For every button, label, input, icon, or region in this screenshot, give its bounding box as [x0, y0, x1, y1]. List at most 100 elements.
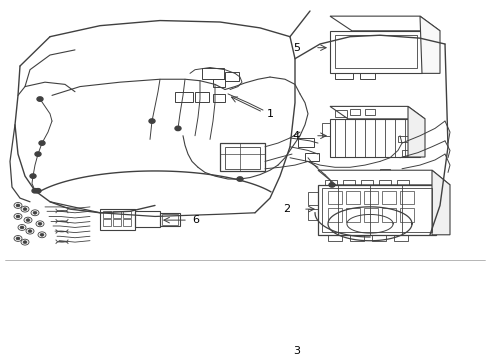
Circle shape [35, 189, 41, 193]
Bar [346, 208, 360, 222]
Bar [360, 73, 375, 79]
Bar [162, 214, 178, 225]
Circle shape [21, 206, 29, 212]
Circle shape [38, 222, 42, 225]
Bar [398, 136, 408, 141]
Bar [400, 208, 414, 222]
Circle shape [33, 211, 37, 214]
Bar [335, 73, 353, 79]
Bar [175, 92, 193, 102]
Bar [225, 72, 239, 81]
Bar [379, 180, 391, 185]
Bar [308, 192, 318, 206]
Circle shape [354, 355, 366, 360]
Circle shape [26, 219, 30, 222]
Circle shape [30, 174, 36, 178]
Circle shape [39, 141, 45, 145]
Bar [318, 185, 436, 235]
Bar [397, 180, 409, 185]
Circle shape [35, 152, 41, 156]
Polygon shape [420, 16, 440, 73]
Polygon shape [330, 107, 425, 119]
Bar [361, 180, 373, 185]
Circle shape [14, 235, 22, 242]
Bar [113, 211, 121, 218]
Circle shape [28, 230, 32, 233]
Circle shape [26, 228, 34, 234]
Bar [400, 191, 414, 204]
Bar [202, 68, 224, 79]
Circle shape [23, 208, 27, 211]
Bar [322, 123, 330, 136]
Circle shape [18, 225, 26, 230]
Bar [328, 329, 440, 360]
Circle shape [23, 241, 27, 244]
Bar [103, 219, 111, 226]
Bar [328, 191, 342, 204]
Bar [113, 219, 121, 226]
Bar [135, 211, 160, 228]
Circle shape [329, 183, 335, 187]
Circle shape [31, 210, 39, 216]
Text: 5: 5 [293, 43, 300, 53]
Bar [335, 110, 347, 117]
Circle shape [20, 226, 24, 229]
Bar [328, 208, 342, 222]
Circle shape [16, 237, 20, 240]
Bar [100, 209, 135, 230]
Circle shape [14, 203, 22, 208]
Polygon shape [318, 170, 450, 185]
Bar [364, 208, 378, 222]
Circle shape [175, 126, 181, 131]
Polygon shape [328, 317, 448, 329]
Circle shape [16, 204, 20, 207]
Bar [372, 235, 386, 241]
Bar [220, 143, 265, 171]
Bar [340, 336, 420, 360]
Circle shape [149, 119, 155, 123]
Bar [213, 94, 225, 102]
Bar [440, 336, 450, 347]
Bar [225, 147, 260, 169]
Circle shape [40, 233, 44, 236]
Bar [328, 235, 342, 241]
Bar [325, 180, 337, 185]
Bar [350, 235, 364, 241]
Circle shape [38, 232, 46, 238]
Text: 2: 2 [283, 204, 290, 214]
Text: 3: 3 [293, 346, 300, 356]
Bar [160, 213, 180, 226]
Bar [330, 31, 422, 73]
Bar [382, 208, 396, 222]
Circle shape [16, 215, 20, 218]
Bar [380, 169, 390, 175]
Bar [330, 119, 420, 157]
Circle shape [24, 217, 32, 223]
Circle shape [37, 97, 43, 101]
Bar [195, 92, 209, 102]
Bar [103, 211, 111, 218]
Bar [318, 336, 328, 347]
Circle shape [32, 189, 38, 193]
Circle shape [21, 239, 29, 245]
Circle shape [14, 213, 22, 219]
Bar [322, 167, 440, 232]
Bar [382, 191, 396, 204]
Text: 6: 6 [192, 215, 199, 225]
Bar [335, 35, 417, 68]
Text: 4: 4 [293, 131, 300, 141]
Bar [308, 209, 318, 220]
Bar [365, 109, 375, 115]
Bar [213, 79, 225, 86]
Bar [346, 191, 360, 204]
Bar [364, 191, 378, 204]
Bar [305, 153, 319, 161]
Polygon shape [330, 16, 440, 31]
Bar [298, 138, 314, 147]
Circle shape [36, 221, 44, 227]
Bar [394, 235, 408, 241]
Bar [123, 211, 131, 218]
Polygon shape [432, 170, 450, 235]
Polygon shape [430, 317, 448, 360]
Text: 1: 1 [267, 109, 274, 120]
